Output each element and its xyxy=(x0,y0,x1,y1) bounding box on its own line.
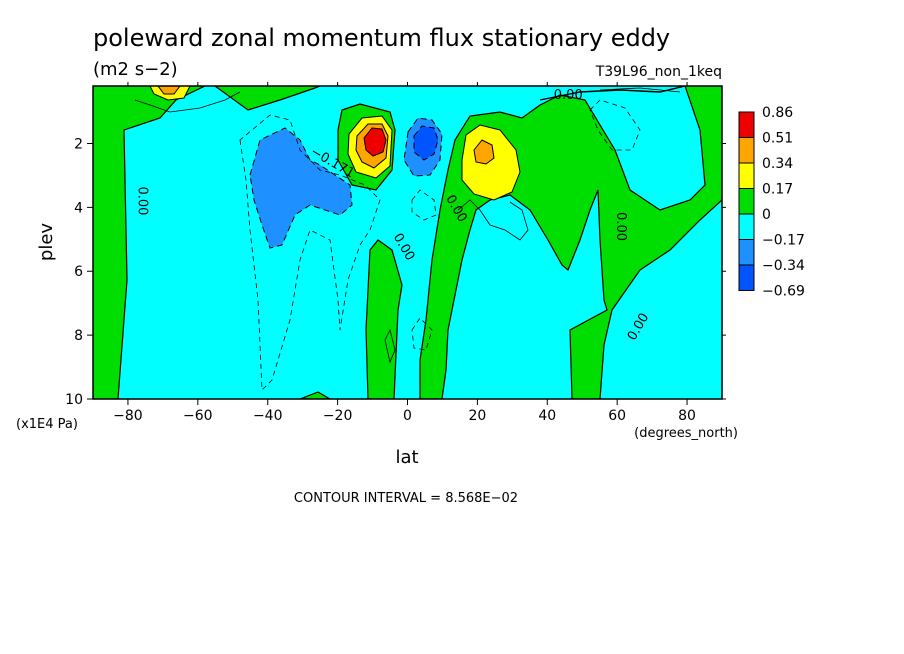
x-tick-label: 60 xyxy=(608,408,626,424)
zero-contour-top xyxy=(539,86,686,101)
run-label: T39L96_non_1keq xyxy=(595,64,722,80)
colorbar-label: 0.51 xyxy=(762,131,793,147)
colorbar-label: 0.86 xyxy=(762,105,793,121)
x-tick-label: −40 xyxy=(253,408,283,424)
contour-dash-2 xyxy=(411,189,437,221)
contour-solid-2 xyxy=(457,199,529,241)
region-positive-far-south xyxy=(93,86,206,399)
region-darkblue-equator xyxy=(413,125,439,161)
contour-interval-note: CONTOUR INTERVAL = 8.568E−02 xyxy=(294,491,518,506)
x-axis-ticks: −80 −60 −40 −20 0 20 40 60 80 xyxy=(113,82,696,424)
y-tick-label: 4 xyxy=(74,200,83,216)
y-tick-label: 6 xyxy=(74,264,83,280)
region-orange-north xyxy=(473,139,495,165)
x-tick-label: 20 xyxy=(468,408,486,424)
x-tick-label: −20 xyxy=(323,408,353,424)
x-tick-label: 40 xyxy=(538,408,556,424)
region-blue-south xyxy=(249,127,353,249)
contour-label: 0.00 xyxy=(613,212,628,241)
y-tick-label: 8 xyxy=(74,328,83,344)
colorbar-swatch xyxy=(738,111,755,138)
contour-label: 0.00 xyxy=(134,187,149,216)
zero-contours xyxy=(539,86,686,101)
contour-label: 0.00 xyxy=(554,88,583,103)
y-tick-label: 10 xyxy=(65,392,83,408)
thin-contours-negative xyxy=(239,99,641,391)
colorbar-label: 0.17 xyxy=(762,182,793,198)
colorbar: 0.86 0.51 0.34 0.17 0 −0.17 −0.34 −0.69 xyxy=(738,105,805,300)
positive-maxima xyxy=(149,86,521,201)
colorbar-swatch xyxy=(738,188,755,215)
colorbar-swatch xyxy=(738,239,755,266)
x-tick-label: 80 xyxy=(678,408,696,424)
y-axis-ticks: 2 4 6 8 10 xyxy=(65,136,726,408)
region-positive-equatorial-column xyxy=(365,239,403,399)
chart-title: poleward zonal momentum flux stationary … xyxy=(93,24,670,52)
region-orange-south-top-inner xyxy=(157,86,181,95)
contour-dash-1 xyxy=(239,114,381,391)
x-axis-unit: (degrees_north) xyxy=(634,426,738,441)
negative-minima xyxy=(249,117,443,249)
x-axis-title: lat xyxy=(395,447,418,468)
region-positive-north-shoulder xyxy=(213,86,321,111)
contour-dash-4 xyxy=(589,99,641,151)
colorbar-label: −0.69 xyxy=(762,284,805,300)
colorbar-label: −0.34 xyxy=(762,258,805,274)
colorbar-swatch xyxy=(738,162,755,189)
region-yellow-north xyxy=(461,124,521,201)
colorbar-label: 0 xyxy=(762,207,771,223)
y-axis-title: plev xyxy=(36,223,57,262)
y-axis-unit: (x1E4 Pa) xyxy=(16,417,78,432)
colorbar-swatch xyxy=(738,264,755,291)
colorbar-label: −0.17 xyxy=(762,233,805,249)
units-label: (m2 s−2) xyxy=(93,59,178,80)
colorbar-swatch xyxy=(738,137,755,164)
contour-solid-3 xyxy=(384,328,396,364)
contour-dash-3 xyxy=(411,317,433,351)
region-positive-south-bottom xyxy=(299,391,332,399)
colorbar-swatch xyxy=(738,213,755,240)
colorbar-label: 0.34 xyxy=(762,156,793,172)
y-tick-label: 2 xyxy=(74,136,83,152)
x-tick-label: −80 xyxy=(113,408,143,424)
x-tick-label: 0 xyxy=(403,408,412,424)
contour-solid-1 xyxy=(134,91,241,113)
x-tick-label: −60 xyxy=(183,408,213,424)
region-red-center xyxy=(363,127,387,157)
